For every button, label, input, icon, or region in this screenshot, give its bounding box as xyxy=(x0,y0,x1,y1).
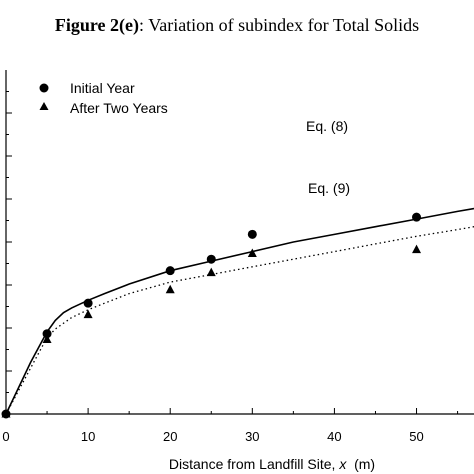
x-tick-label: 50 xyxy=(409,429,423,444)
curve-label-eq8: Eq. (8) xyxy=(306,118,348,134)
figure-label: Figure 2(e) xyxy=(55,15,139,36)
x-axis-label-text: Distance from Landfill Site, xyxy=(169,456,339,472)
x-axis-label-variable: x xyxy=(338,456,347,472)
x-tick-label: 0 xyxy=(2,429,9,444)
curve-label-eq9: Eq. (9) xyxy=(308,180,350,196)
legend: Initial Year After Two Years xyxy=(39,80,168,116)
point-initial-year xyxy=(42,329,52,339)
axis-ticks: 0 10 20 30 40 50 xyxy=(2,91,459,444)
point-initial-year xyxy=(165,266,175,276)
legend-marker-after-two-years xyxy=(39,102,49,110)
point-initial-year xyxy=(206,254,216,264)
x-axis-label: Distance from Landfill Site, x (m) xyxy=(169,456,375,472)
plot-area: 0 10 20 30 40 50 Initial Year After Two Years… xyxy=(1,70,474,472)
point-after-two-years xyxy=(42,334,52,343)
legend-label-after-two-years: After Two Years xyxy=(70,100,168,116)
fitted-curves xyxy=(5,207,474,415)
data-markers xyxy=(1,212,422,419)
figure-caption: : Variation of subindex for Total Solids xyxy=(139,15,419,35)
x-tick-label: 40 xyxy=(327,429,341,444)
point-after-two-years xyxy=(247,248,257,257)
point-after-two-years xyxy=(165,284,175,294)
legend-marker-initial-year xyxy=(39,83,49,93)
point-initial-year xyxy=(412,212,422,222)
curve-eq9 xyxy=(5,226,474,415)
point-after-two-years xyxy=(1,409,11,418)
point-initial-year xyxy=(247,229,257,239)
legend-label-initial-year: Initial Year xyxy=(70,80,135,96)
x-axis-label-unit: (m) xyxy=(346,456,375,472)
figure-title: Figure 2(e): Variation of subindex for T… xyxy=(55,15,419,36)
point-initial-year xyxy=(83,298,93,308)
x-tick-label: 10 xyxy=(81,429,95,444)
point-after-two-years xyxy=(83,309,93,319)
x-tick-label: 20 xyxy=(163,429,177,444)
point-after-two-years xyxy=(206,267,216,277)
curve-eq8 xyxy=(5,207,474,415)
point-after-two-years xyxy=(412,244,422,254)
x-tick-label: 30 xyxy=(245,429,259,444)
